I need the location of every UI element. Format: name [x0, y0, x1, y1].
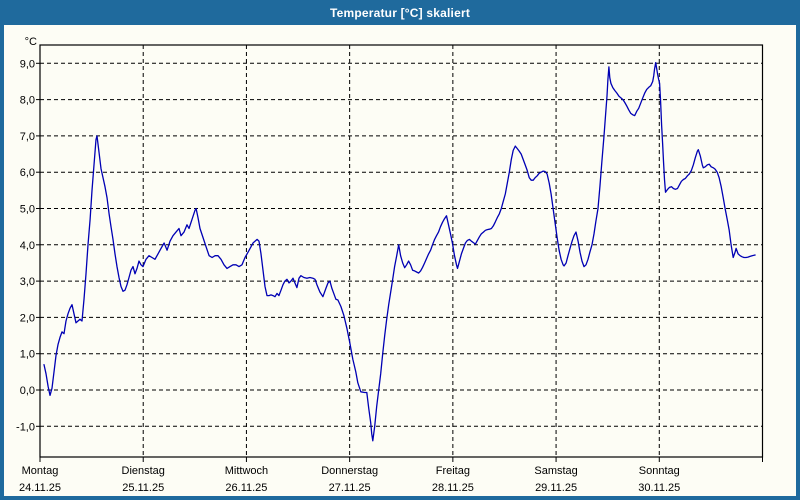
- x-axis-date-label: 26.11.25: [225, 482, 267, 494]
- window-title: Temperatur [°C] skaliert: [329, 5, 471, 20]
- x-axis-day-label: Samstag: [534, 465, 577, 477]
- y-tick-label: 0,0: [20, 385, 35, 397]
- chart-background: [4, 25, 796, 496]
- y-tick-label: 8,0: [20, 95, 35, 107]
- title-bar: Temperatur [°C] skaliert: [0, 0, 800, 25]
- y-tick-label: 1,0: [20, 349, 35, 361]
- y-tick-label: 9,0: [20, 58, 35, 70]
- x-axis-day-label: Montag: [22, 465, 59, 477]
- x-axis-date-label: 24.11.25: [19, 482, 61, 494]
- x-axis-date-label: 28.11.25: [432, 482, 474, 494]
- x-axis-date-label: 25.11.25: [122, 482, 164, 494]
- x-axis-day-label: Dienstag: [122, 465, 165, 477]
- x-axis-date-label: 29.11.25: [535, 482, 577, 494]
- x-axis-day-label: Sonntag: [639, 465, 680, 477]
- y-tick-label: -1,0: [16, 421, 35, 433]
- y-axis-unit-label: °C: [25, 36, 37, 48]
- x-axis-date-label: 30.11.25: [638, 482, 680, 494]
- x-axis-day-label: Donnerstag: [321, 465, 378, 477]
- x-axis-date-label: 27.11.25: [329, 482, 371, 494]
- x-axis-day-label: Mittwoch: [225, 465, 268, 477]
- y-tick-label: 6,0: [20, 167, 35, 179]
- x-axis-day-label: Freitag: [436, 465, 470, 477]
- y-tick-label: 7,0: [20, 131, 35, 143]
- temperature-series-line: [43, 61, 756, 442]
- y-tick-label: 3,0: [20, 276, 35, 288]
- y-tick-label: 2,0: [20, 312, 35, 324]
- y-tick-label: 4,0: [20, 240, 35, 252]
- y-tick-label: 5,0: [20, 204, 35, 216]
- plot-border: [39, 44, 764, 458]
